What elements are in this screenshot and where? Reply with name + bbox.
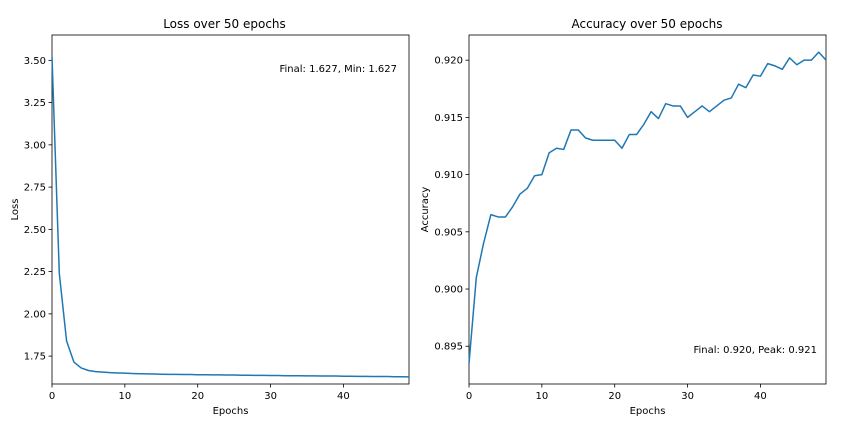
loss-x-tick-label: 40 [337, 391, 350, 402]
accuracy-x-ticks: 0 10 20 30 40 [466, 384, 767, 402]
loss-y-tick-label: 3.25 [24, 98, 46, 109]
accuracy-y-ticks: 0.895 0.900 0.905 0.910 0.915 0.920 [434, 56, 469, 353]
accuracy-y-axis-label: Accuracy [420, 187, 431, 233]
accuracy-x-axis-label: Epochs [630, 406, 666, 417]
accuracy-x-tick-label: 20 [608, 391, 621, 402]
loss-y-tick-label: 2.00 [24, 309, 46, 320]
loss-x-tick-label: 0 [49, 391, 55, 402]
loss-y-tick-label: 3.00 [24, 140, 46, 151]
loss-annotation: Final: 1.627, Min: 1.627 [280, 64, 398, 75]
loss-y-tick-label: 2.50 [24, 225, 46, 236]
accuracy-plot-frame [468, 34, 827, 385]
accuracy-y-tick-label: 0.915 [434, 113, 463, 124]
loss-series-line [51, 56, 410, 378]
accuracy-y-tick-label: 0.905 [434, 227, 463, 238]
accuracy-x-tick-label: 30 [681, 391, 694, 402]
loss-x-tick-label: 10 [118, 391, 131, 402]
accuracy-x-tick-label: 40 [754, 391, 767, 402]
loss-plot-frame [51, 34, 410, 385]
loss-chart-title: Loss over 50 epochs [163, 17, 286, 31]
loss-x-tick-label: 30 [264, 391, 277, 402]
loss-y-tick-label: 3.50 [24, 56, 46, 67]
loss-y-tick-label: 2.25 [24, 267, 46, 278]
loss-y-tick-label: 2.75 [24, 183, 46, 194]
loss-x-ticks: 0 10 20 30 40 [49, 384, 350, 402]
accuracy-y-tick-label: 0.900 [434, 285, 463, 296]
accuracy-chart: Accuracy over 50 epochs 0 10 20 30 40 0.8950… [420, 17, 827, 417]
loss-x-tick-label: 20 [191, 391, 204, 402]
loss-y-tick-label: 1.75 [24, 352, 46, 363]
loss-y-axis-label: Loss [10, 199, 21, 221]
accuracy-y-tick-label: 0.895 [434, 342, 463, 353]
accuracy-x-tick-label: 0 [466, 391, 472, 402]
loss-x-axis-label: Epochs [213, 406, 249, 417]
loss-chart: Loss over 50 epochs 0 10 20 30 40 1.75 2.00 2.… [10, 17, 410, 417]
accuracy-series-line [468, 51, 827, 364]
accuracy-chart-title: Accuracy over 50 epochs [571, 17, 722, 31]
accuracy-annotation: Final: 0.920, Peak: 0.921 [693, 345, 817, 356]
accuracy-y-tick-label: 0.920 [434, 56, 463, 67]
loss-y-ticks: 1.75 2.00 2.25 2.50 2.75 3.00 3.25 3.50 [24, 56, 52, 363]
accuracy-y-tick-label: 0.910 [434, 170, 463, 181]
accuracy-x-tick-label: 10 [535, 391, 548, 402]
